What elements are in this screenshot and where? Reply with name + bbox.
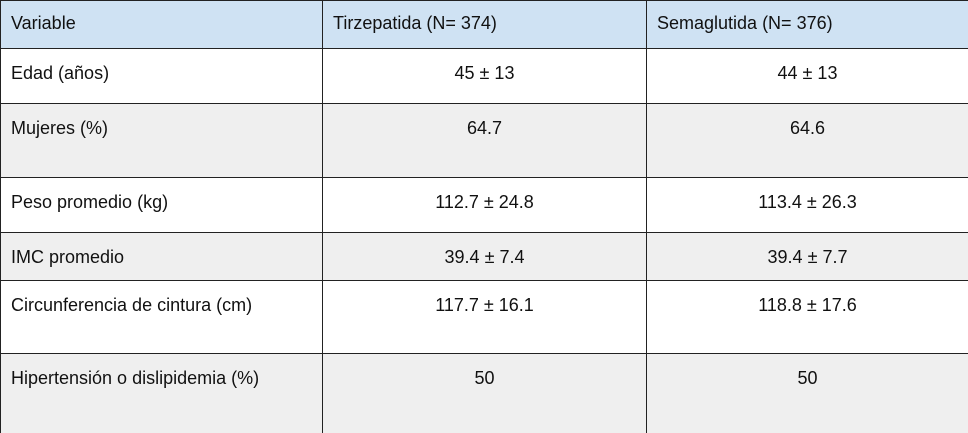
- cell: 112.7 ± 24.8: [322, 177, 647, 233]
- table-row: Circunferencia de cintura (cm) 117.7 ± 16…: [0, 280, 968, 354]
- row-label: Mujeres (%): [0, 103, 323, 178]
- cell: 117.7 ± 16.1: [322, 280, 647, 354]
- header-cell: Variable: [0, 0, 323, 49]
- cell: 113.4 ± 26.3: [646, 177, 968, 233]
- row-label: Circunferencia de cintura (cm): [0, 280, 323, 354]
- table-row: IMC promedio 39.4 ± 7.4 39.4 ± 7.7: [0, 232, 968, 281]
- row-label: IMC promedio: [0, 232, 323, 281]
- cell: 50: [646, 353, 968, 433]
- cell: 64.6: [646, 103, 968, 178]
- table-row: Peso promedio (kg) 112.7 ± 24.8 113.4 ± 26…: [0, 177, 968, 233]
- header-cell: Tirzepatida (N= 374): [322, 0, 647, 49]
- row-label: Edad (años): [0, 48, 323, 104]
- table-row: Edad (años) 45 ± 13 44 ± 13: [0, 48, 968, 104]
- cell: 39.4 ± 7.7: [646, 232, 968, 281]
- row-label: Hipertensión o dislipidemia (%): [0, 353, 323, 433]
- cell: 45 ± 13: [322, 48, 647, 104]
- cell: 39.4 ± 7.4: [322, 232, 647, 281]
- header-row: Variable Tirzepatida (N= 374) Semaglutida …: [0, 0, 968, 49]
- table-row: Hipertensión o dislipidemia (%) 50 50: [0, 353, 968, 433]
- header-cell: Semaglutida (N= 376): [646, 0, 968, 49]
- table-row: Mujeres (%) 64.7 64.6: [0, 103, 968, 178]
- cell: 44 ± 13: [646, 48, 968, 104]
- cell: 118.8 ± 17.6: [646, 280, 968, 354]
- cell: 50: [322, 353, 647, 433]
- cell: 64.7: [322, 103, 647, 178]
- row-label: Peso promedio (kg): [0, 177, 323, 233]
